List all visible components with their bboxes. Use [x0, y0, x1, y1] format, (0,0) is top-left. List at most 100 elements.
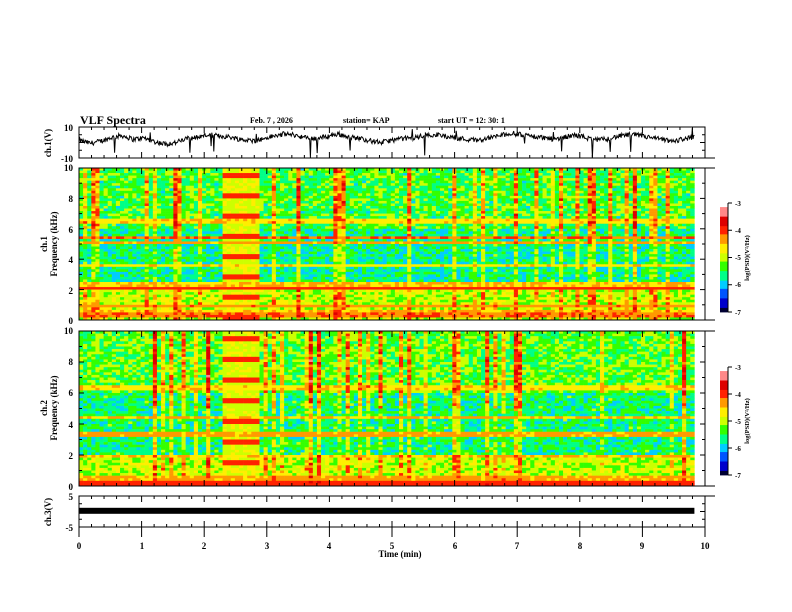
spec1-cell: [608, 236, 613, 240]
spec1-cell: [83, 228, 88, 232]
spec1-cell: [522, 193, 527, 197]
spec1-cell: [79, 213, 84, 217]
spec1-cell: [534, 228, 539, 232]
spec1-cell: [247, 170, 252, 174]
spec1-cell: [669, 190, 675, 194]
spec1-cell: [554, 178, 560, 181]
spec1-cell: [522, 208, 527, 212]
spec1-cell: [325, 218, 330, 222]
spec1-cell: [526, 216, 531, 219]
spec1-cell: [690, 221, 695, 225]
spec1-cell: [300, 195, 305, 199]
spec1-cell: [563, 180, 568, 184]
spec1-cell: [604, 206, 609, 209]
spec1-cell: [653, 168, 658, 171]
spec1-cell: [267, 226, 273, 230]
spec1-cell: [472, 208, 478, 212]
spec1-cell: [161, 193, 166, 197]
spec1-cell: [460, 238, 465, 242]
spec1-cell: [419, 246, 424, 250]
spec1-cell: [415, 170, 420, 174]
spec1-cell: [275, 170, 281, 174]
spec1-cell: [546, 244, 552, 247]
spec1-cell: [296, 183, 301, 187]
spec1-cell: [103, 249, 109, 252]
spec1-cell: [403, 178, 408, 181]
spec1-cell: [329, 180, 334, 184]
spec1-cell: [579, 193, 584, 197]
spec1-cell: [431, 188, 437, 192]
spec1-cell: [571, 195, 576, 199]
spec1-cell: [165, 216, 170, 219]
spec1-cell: [366, 168, 371, 171]
spec1-cell: [571, 193, 576, 197]
spec1-cell: [300, 188, 305, 192]
spec1-cell: [173, 198, 178, 202]
spec1-cell: [591, 223, 597, 227]
spec1-cell: [534, 203, 539, 207]
spec1-cell: [128, 195, 133, 199]
spec1-cell: [632, 190, 638, 194]
spec1-cell: [325, 241, 330, 245]
spec1-cell: [337, 190, 342, 194]
spec1-cell: [259, 241, 264, 245]
spec1-cell: [423, 211, 428, 214]
spec1-cell: [690, 246, 695, 250]
spec1-cell: [280, 218, 285, 222]
spec1-cell: [214, 203, 219, 207]
spec1-cell: [591, 211, 597, 214]
spec1-cell: [132, 185, 137, 189]
spec1-cell: [296, 226, 301, 230]
spec1-cell: [517, 238, 523, 242]
spec1-cell: [522, 185, 527, 189]
spec1-cell: [673, 241, 679, 245]
spec1-cell: [345, 195, 351, 199]
spec1-cell: [636, 206, 642, 209]
spec1-cell: [120, 170, 125, 174]
spec1-cell: [497, 218, 502, 222]
spec1-cell: [280, 238, 285, 242]
spec1-cell: [79, 170, 84, 174]
spec1-cell: [144, 178, 150, 181]
spec1-cell: [144, 170, 150, 174]
spec1-cell: [95, 168, 100, 171]
spec1-cell: [489, 168, 494, 171]
spec1-cell: [337, 180, 342, 184]
spec1-cell: [308, 216, 314, 219]
spec1-cell: [501, 228, 506, 232]
spec1-cell: [103, 211, 109, 214]
spec1-cell: [316, 200, 322, 204]
spec1-cell: [148, 188, 154, 192]
spec1-cell: [103, 180, 109, 184]
spec1-cell: [481, 216, 486, 219]
spec1-cell: [349, 218, 355, 222]
spec1-cell: [370, 198, 375, 202]
spec1-cell: [378, 198, 383, 202]
spec1-cell: [636, 190, 642, 194]
spec1-cell: [669, 221, 675, 225]
spec1-cell: [128, 228, 133, 232]
spec1-cell: [669, 183, 675, 187]
spec1-cell: [649, 244, 654, 247]
spec1-cell: [604, 246, 609, 250]
spec1-cell: [222, 168, 227, 171]
spec1-cell: [423, 170, 428, 174]
spec1-cell: [91, 193, 96, 197]
spec1-cell: [366, 185, 371, 189]
spec1-cell: [156, 188, 162, 192]
spec1-cell: [226, 223, 232, 227]
spec1-cell: [645, 211, 650, 214]
spec1-cell: [628, 211, 634, 214]
spec1-cell: [95, 228, 100, 232]
spec1-cell: [616, 173, 621, 176]
spec1-cell: [165, 228, 170, 232]
spec1-cell: [292, 246, 297, 250]
spec1-cell: [173, 228, 178, 232]
spec1-cell: [591, 206, 597, 209]
spec1-cell: [341, 233, 346, 237]
spec1-cell: [415, 195, 420, 199]
spec1-cell: [472, 236, 478, 240]
spec1-cell: [522, 223, 527, 227]
spec1-cell: [161, 223, 166, 227]
spec1-cell: [271, 193, 277, 197]
